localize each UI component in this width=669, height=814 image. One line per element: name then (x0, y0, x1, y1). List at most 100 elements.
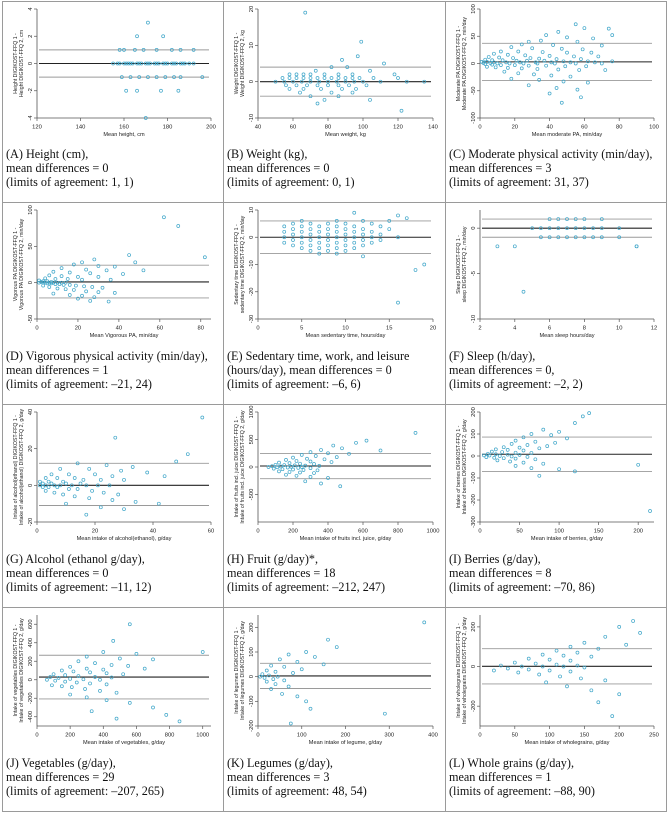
data-point (308, 475, 313, 479)
panel-k-caption: (K) Legumes (g/day), mean differences = … (227, 756, 443, 799)
data-point (340, 446, 344, 451)
data-point (69, 685, 74, 690)
x-tick-label: 600 (132, 733, 142, 739)
data-point (294, 72, 299, 77)
caption-line: mean differences = 0 (227, 161, 330, 176)
x-tick-label: 15 (386, 326, 392, 332)
caption-line: (limits of agreement: –88, 90) (449, 784, 595, 799)
caption-line: (F) Sleep (h/day), (449, 349, 536, 363)
data-point (561, 664, 566, 669)
data-point (568, 60, 573, 65)
data-point (178, 61, 183, 66)
data-point (352, 79, 357, 84)
data-point (387, 219, 392, 223)
data-point (422, 620, 427, 625)
data-point (308, 221, 313, 226)
data-point (606, 26, 611, 31)
y-axis-title: Weight DIGIKOST-FFQ 2, kg (240, 30, 246, 97)
data-point (525, 443, 530, 447)
data-point (364, 83, 369, 88)
data-point (61, 492, 65, 497)
x-tick-label: 1000 (196, 733, 209, 739)
data-point (291, 238, 295, 242)
data-point (540, 664, 545, 669)
data-point (142, 666, 147, 671)
data-point (559, 100, 564, 105)
x-tick-label: 120 (32, 125, 42, 131)
data-point (139, 61, 144, 66)
data-point (343, 243, 348, 248)
data-point (280, 692, 284, 696)
y-tick-label: 200 (471, 622, 477, 632)
y-tick-label: 200 (28, 656, 34, 666)
data-point (517, 453, 522, 457)
panel-f: 2 4 6 8 10 12 -10 -5 0 Mean sleep hours/day Sleep … (445, 202, 667, 405)
caption-line: mean differences = 1 (449, 770, 552, 785)
y-axis-title: Sedentary time DIGIKOST-FFQ 1 - (234, 224, 240, 305)
data-point (303, 479, 308, 484)
panel-h-chart: 0 200 400 600 800 1000 -500 0 500 1000 Mean intake… (234, 406, 439, 542)
x-axis-title: Mean intake of wholegrains, g/day (525, 740, 610, 746)
data-point (617, 226, 622, 231)
data-point (64, 481, 68, 486)
data-point (558, 674, 562, 679)
data-point (532, 72, 536, 77)
x-tick-label: 60 (290, 125, 296, 131)
data-point (518, 60, 522, 65)
y-tick-label: 0 (249, 236, 255, 239)
data-point (554, 86, 559, 90)
data-point (68, 676, 72, 681)
y-tick-label: 200 (249, 622, 255, 632)
data-point (557, 467, 561, 472)
data-point (301, 468, 306, 472)
panel-l: 0 50 100 150 200 250 -200 0 200 Mean intake of wh… (445, 607, 667, 812)
data-point (482, 453, 486, 458)
data-point (313, 655, 317, 659)
y-axis-title: Intake of vegetables DIGIKOST-FFQ 1 - (13, 624, 19, 716)
data-point (110, 474, 115, 479)
data-point (76, 659, 81, 664)
data-point (48, 675, 53, 679)
x-tick-label: 40 (255, 125, 261, 131)
x-tick-label: 0 (35, 326, 38, 332)
caption-line: mean differences = 29 (6, 770, 115, 785)
caption-line: (limits of agreement: –6, 6) (227, 377, 361, 392)
y-tick-label: 20 (249, 6, 255, 12)
data-point (334, 235, 339, 240)
data-point (292, 463, 297, 468)
data-point (352, 240, 357, 245)
data-point (556, 235, 561, 240)
data-point (104, 268, 109, 273)
data-point (326, 83, 330, 88)
x-tick-label: 250 (649, 733, 659, 739)
data-point (104, 463, 109, 468)
data-point (492, 455, 497, 460)
data-point (294, 76, 299, 80)
data-point (260, 672, 265, 677)
data-point (521, 448, 526, 453)
data-point (492, 60, 496, 65)
data-point (355, 54, 360, 59)
data-point (93, 675, 97, 679)
y-tick-label: 20 (28, 445, 34, 451)
data-point (565, 35, 569, 40)
data-point (88, 298, 93, 303)
data-point (176, 224, 181, 228)
data-point (92, 257, 97, 262)
data-point (122, 48, 126, 52)
x-tick-label: 50 (516, 529, 522, 535)
data-point (53, 277, 58, 281)
caption-line: (I) Berries (g/day), (449, 552, 541, 566)
data-point (109, 663, 114, 667)
data-point (45, 677, 49, 682)
data-point (535, 61, 540, 66)
data-point (40, 481, 45, 486)
data-point (512, 660, 517, 665)
data-point (39, 280, 43, 284)
data-point (294, 473, 299, 478)
data-point (334, 645, 339, 649)
y-tick-label: 0 (28, 62, 34, 65)
data-point (501, 445, 506, 450)
data-point (49, 280, 54, 284)
data-point (172, 75, 176, 79)
